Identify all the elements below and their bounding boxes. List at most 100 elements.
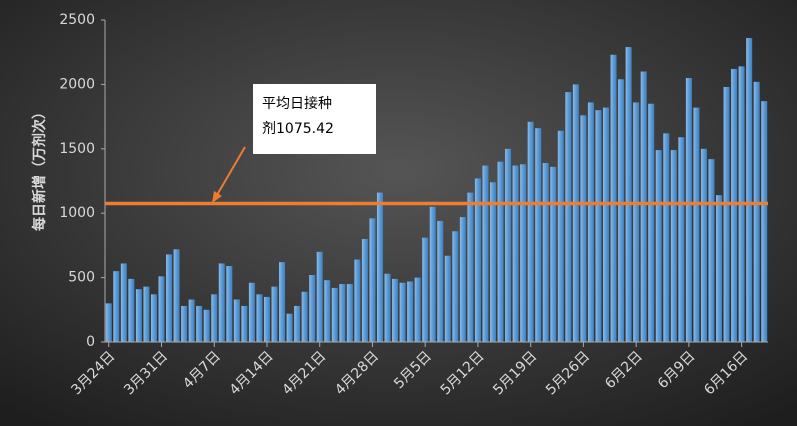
bar — [497, 161, 504, 342]
y-tick-label: 2000 — [59, 76, 95, 92]
bar — [346, 284, 353, 342]
bar — [459, 217, 466, 342]
bar — [339, 284, 346, 342]
bar — [595, 110, 602, 342]
bar — [489, 182, 497, 342]
bar — [482, 165, 489, 342]
bar — [263, 296, 270, 342]
y-tick-label: 0 — [86, 334, 95, 350]
bar — [693, 107, 700, 342]
bar — [384, 273, 391, 342]
bar — [670, 150, 677, 342]
annotation-text: 剂1075.42 — [262, 121, 334, 137]
bar — [150, 294, 157, 342]
bar — [105, 303, 112, 342]
bar — [655, 150, 662, 342]
y-tick-label: 500 — [68, 270, 95, 286]
bar — [331, 287, 338, 342]
y-tick-label: 2500 — [59, 12, 95, 28]
bar — [648, 103, 655, 342]
bar — [527, 121, 534, 342]
bar — [354, 259, 361, 342]
bar — [203, 309, 210, 342]
bar — [271, 286, 278, 342]
bar — [143, 286, 150, 342]
bar — [557, 130, 564, 342]
bar — [301, 291, 308, 342]
bar — [746, 38, 753, 342]
bar — [761, 101, 768, 342]
bar — [550, 166, 557, 342]
bar — [369, 218, 376, 342]
bar — [120, 263, 127, 342]
bar — [429, 206, 436, 342]
bar — [708, 159, 715, 342]
bar — [625, 47, 632, 342]
bar — [407, 281, 414, 342]
bar — [610, 54, 617, 342]
bar — [474, 178, 481, 342]
annotation-arrow — [216, 146, 246, 196]
bar — [173, 249, 180, 342]
bar — [248, 282, 255, 342]
bar — [309, 275, 316, 342]
bar — [256, 294, 263, 342]
bar — [226, 266, 233, 342]
annotation-box — [253, 84, 376, 154]
bar — [685, 77, 692, 343]
bar — [113, 271, 120, 342]
bar — [181, 305, 188, 342]
bar — [196, 305, 203, 342]
bar — [700, 148, 707, 342]
bar — [603, 107, 610, 342]
bar — [361, 238, 368, 342]
bar — [542, 162, 549, 342]
bar — [218, 263, 225, 342]
y-tick-label: 1500 — [59, 141, 95, 157]
bar — [286, 313, 293, 342]
bar — [663, 133, 670, 342]
bar — [233, 299, 240, 342]
bar — [505, 148, 512, 342]
bar — [678, 137, 685, 342]
bar — [580, 115, 587, 342]
bar — [640, 71, 647, 343]
bar — [565, 92, 572, 343]
bar — [633, 102, 640, 342]
bar — [399, 282, 406, 342]
bar — [437, 220, 444, 342]
bar — [241, 305, 248, 342]
bar — [723, 86, 730, 342]
bar — [392, 278, 399, 342]
y-tick-label: 1000 — [59, 205, 95, 221]
bar — [512, 165, 519, 342]
bar — [211, 294, 218, 342]
annotation-arrowhead — [212, 191, 222, 203]
bar — [716, 195, 723, 342]
bar — [158, 276, 165, 342]
bar — [188, 299, 195, 342]
bar — [422, 237, 429, 342]
bar — [376, 192, 384, 342]
bar — [135, 289, 142, 342]
bar — [316, 251, 323, 342]
y-axis-label: 每日新增（万剂次） — [31, 105, 48, 231]
bar — [731, 68, 738, 342]
bar — [467, 192, 474, 342]
annotation-text: 平均日接种 — [262, 95, 332, 112]
bar — [535, 128, 542, 342]
bar — [128, 278, 135, 342]
bar — [324, 280, 331, 342]
bar — [753, 81, 760, 342]
bar — [166, 254, 173, 342]
bar — [414, 277, 421, 342]
bar — [572, 84, 579, 343]
bar — [452, 231, 459, 342]
bar — [444, 255, 451, 342]
bar — [294, 305, 301, 342]
bar — [279, 262, 286, 342]
bar — [618, 79, 625, 343]
bar — [520, 164, 527, 342]
